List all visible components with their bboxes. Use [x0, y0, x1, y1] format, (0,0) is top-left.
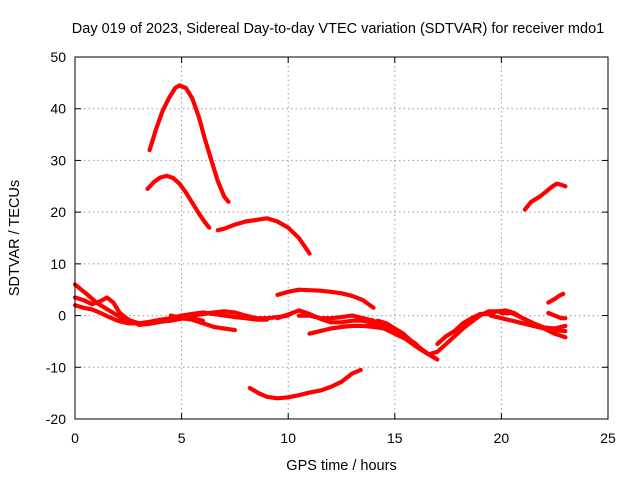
grid-layer — [75, 57, 608, 419]
x-tick-label: 10 — [280, 430, 296, 446]
tick-layer: 0 5 10 15 20 25 -20 -10 0 10 20 30 40 50 — [46, 49, 616, 446]
y-tick-label: 50 — [50, 49, 66, 65]
y-tick-label: 40 — [50, 101, 66, 117]
series-arc-upper-flat — [275, 287, 376, 310]
y-axis-label: SDTVAR / TECUs — [7, 180, 23, 296]
y-tick-label: 20 — [50, 204, 66, 220]
x-axis-label: GPS time / hours — [286, 458, 396, 474]
x-tick-label: 0 — [71, 430, 79, 446]
x-tick-label: 15 — [387, 430, 403, 446]
series-arc-late-hook — [546, 310, 568, 321]
x-tick-label: 20 — [494, 430, 510, 446]
series-arc-early-c — [72, 303, 269, 326]
y-tick-label: -10 — [46, 359, 66, 375]
series-arc-late-tail — [546, 291, 566, 305]
y-tick-label: 0 — [58, 308, 66, 324]
series-arc-middle-c — [307, 323, 397, 336]
y-tick-label: 10 — [50, 256, 66, 272]
series-arc-mid-plateau — [215, 216, 312, 256]
plot-frame — [74, 56, 609, 420]
series-arc-high-peak — [147, 83, 231, 204]
x-tick-label: 25 — [600, 430, 616, 446]
series-layer — [72, 83, 568, 401]
chart-title: Day 019 of 2023, Sidereal Day-to-day VTE… — [72, 21, 604, 37]
x-tick-label: 5 — [178, 430, 186, 446]
series-arc-mid-peak — [145, 173, 212, 230]
series-arc-late-rise — [522, 181, 568, 212]
y-tick-label: 30 — [50, 152, 66, 168]
series-arc-early-d — [168, 313, 237, 333]
series-arc-low-dip — [247, 367, 363, 401]
y-tick-label: -20 — [46, 411, 66, 427]
series-arc-late-c — [499, 310, 568, 331]
